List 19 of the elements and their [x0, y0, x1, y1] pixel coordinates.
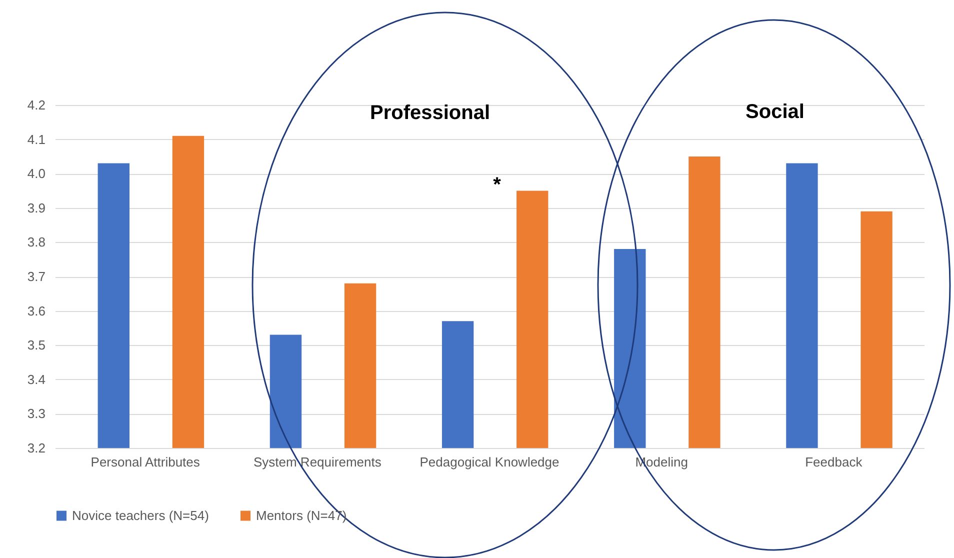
y-tick-label: 3.8: [27, 234, 46, 250]
annotation: Professional: [370, 102, 490, 124]
y-tick-label: 3.5: [27, 338, 46, 353]
y-tick-label: 3.4: [27, 372, 46, 387]
y-tick-label: 4.2: [27, 98, 46, 112]
y-tick-label: 4.1: [27, 132, 46, 147]
y-tick-label: 3.9: [27, 200, 46, 216]
y-tick-label: 3.2: [27, 440, 46, 456]
x-tick-label: System Requirements: [253, 454, 382, 470]
y-tick-label: 3.7: [27, 269, 46, 284]
annotation: *: [493, 174, 502, 196]
y-tick-label: 3.3: [27, 406, 46, 422]
x-tick-label: Feedback: [805, 454, 863, 470]
x-tick-label: Personal Attributes: [90, 454, 200, 470]
legend-label: Novice teachers (N=54): [72, 508, 209, 523]
x-tick-label: Pedagogical Knowledge: [420, 454, 560, 470]
y-tick-label: 4.0: [27, 166, 46, 182]
annotation: Social: [746, 101, 804, 123]
y-tick-label: 3.6: [27, 303, 46, 318]
